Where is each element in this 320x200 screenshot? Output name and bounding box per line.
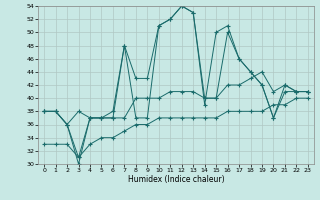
X-axis label: Humidex (Indice chaleur): Humidex (Indice chaleur) — [128, 175, 224, 184]
